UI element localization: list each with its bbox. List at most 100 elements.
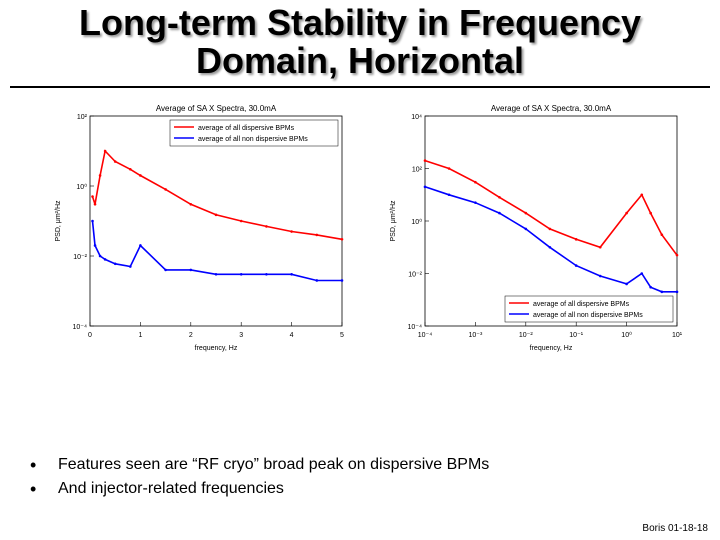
data-point bbox=[660, 233, 664, 237]
y-tick-label: 10² bbox=[77, 114, 88, 121]
bullet-dot: • bbox=[30, 455, 37, 475]
data-point bbox=[675, 290, 679, 294]
data-point bbox=[315, 279, 319, 282]
bullet-text: Features seen are “RF cryo” broad peak o… bbox=[58, 456, 490, 473]
bullet-list: • Features seen are “RF cryo” broad peak… bbox=[30, 453, 489, 501]
chart-title: Average of SA X Spectra, 30.0mA bbox=[156, 104, 277, 113]
x-tick-label: 10⁻³ bbox=[468, 332, 482, 339]
data-point bbox=[98, 254, 102, 258]
data-point bbox=[474, 180, 477, 184]
x-tick-label: 10¹ bbox=[672, 332, 683, 339]
y-axis-label: PSD, μm²/Hz bbox=[390, 200, 397, 241]
data-point bbox=[239, 273, 243, 276]
y-tick-label: 10⁻⁴ bbox=[408, 324, 423, 331]
data-point bbox=[524, 211, 528, 215]
data-point bbox=[447, 193, 451, 197]
footer-credit: Boris 01-18-18 bbox=[642, 523, 708, 534]
plot-frame bbox=[424, 115, 678, 327]
x-tick-label: 10⁻² bbox=[519, 332, 533, 339]
data-point bbox=[164, 268, 167, 272]
data-point bbox=[189, 203, 193, 206]
bullet-item: • Features seen are “RF cryo” broad peak… bbox=[30, 453, 489, 477]
slide-title: Long-term Stability in Frequency Domain,… bbox=[0, 4, 720, 80]
data-point bbox=[265, 225, 268, 228]
data-point bbox=[214, 273, 218, 276]
x-tick-label: 10⁻¹ bbox=[569, 332, 583, 339]
data-point bbox=[598, 245, 602, 249]
chart-linear-frequency: Average of SA X Spectra, 30.0mA 0 1 2 3 4 5 10⁻… bbox=[55, 104, 344, 352]
data-point bbox=[93, 203, 97, 206]
data-point bbox=[113, 160, 117, 163]
x-tick-label: 10⁻⁴ bbox=[418, 332, 433, 339]
data-point bbox=[164, 188, 167, 191]
data-point bbox=[524, 227, 528, 231]
data-point bbox=[290, 273, 293, 276]
data-point bbox=[423, 159, 427, 162]
x-tick-label: 0 bbox=[88, 332, 92, 339]
data-point bbox=[113, 262, 117, 266]
data-point bbox=[214, 213, 218, 217]
legend-label: average of all non dispersive BPMs bbox=[533, 312, 643, 319]
title-divider bbox=[10, 86, 710, 88]
legend-box bbox=[169, 119, 339, 147]
data-point bbox=[139, 174, 142, 177]
data-point bbox=[574, 238, 578, 241]
y-axis-label: PSD, μm²/Hz bbox=[55, 200, 62, 241]
legend-label: average of all dispersive BPMs bbox=[198, 125, 295, 132]
bullet-dot: • bbox=[30, 479, 37, 499]
legend-label: average of all non dispersive BPMs bbox=[198, 136, 308, 143]
chart-title: Average of SA X Spectra, 30.0mA bbox=[491, 104, 612, 113]
data-point bbox=[103, 258, 107, 261]
data-point bbox=[91, 219, 94, 223]
data-point bbox=[139, 244, 142, 247]
data-point bbox=[93, 244, 97, 247]
title-line-2: Domain, Horizontal bbox=[195, 40, 524, 81]
x-axis-label: frequency, Hz bbox=[195, 345, 238, 352]
data-point bbox=[548, 227, 552, 231]
data-point bbox=[129, 265, 132, 268]
data-point bbox=[239, 219, 243, 223]
data-point bbox=[498, 195, 501, 199]
y-tick-label: 10⁻² bbox=[408, 272, 422, 279]
data-point bbox=[91, 195, 94, 198]
data-point bbox=[598, 274, 602, 278]
chart-log-frequency: Average of SA X Spectra, 30.0mA 10⁻⁴ 10⁻³ 1… bbox=[390, 104, 683, 352]
data-point bbox=[675, 253, 679, 257]
x-tick-label: 10⁰ bbox=[621, 331, 632, 339]
data-point bbox=[98, 174, 102, 177]
y-tick-label: 10⁻⁴ bbox=[73, 324, 88, 331]
data-point bbox=[625, 211, 628, 215]
data-point bbox=[498, 211, 501, 215]
data-point bbox=[189, 268, 193, 272]
data-point bbox=[660, 290, 664, 294]
data-point bbox=[649, 211, 652, 215]
y-tick-label: 10⁰ bbox=[411, 218, 422, 226]
x-tick-label: 4 bbox=[290, 332, 294, 339]
data-point bbox=[625, 282, 628, 286]
bullet-text: And injector-related frequencies bbox=[58, 480, 284, 497]
data-point bbox=[265, 273, 268, 276]
data-point bbox=[103, 149, 107, 153]
data-point bbox=[640, 272, 644, 275]
data-point bbox=[340, 279, 344, 282]
data-point bbox=[474, 201, 477, 204]
data-point bbox=[447, 167, 451, 170]
data-point bbox=[423, 185, 427, 189]
data-point bbox=[129, 168, 132, 171]
data-point bbox=[574, 264, 578, 267]
bullet-item: • And injector-related frequencies bbox=[30, 477, 489, 501]
x-tick-label: 1 bbox=[138, 332, 142, 339]
data-point bbox=[315, 233, 319, 237]
x-tick-label: 5 bbox=[340, 332, 344, 339]
data-point bbox=[290, 230, 293, 233]
y-tick-label: 10² bbox=[412, 167, 423, 174]
title-line-1: Long-term Stability in Frequency bbox=[78, 2, 642, 43]
legend-box bbox=[504, 295, 674, 323]
legend-label: average of all dispersive BPMs bbox=[533, 301, 630, 308]
data-point bbox=[340, 238, 344, 241]
x-axis-label: frequency, Hz bbox=[530, 345, 573, 352]
x-tick-label: 2 bbox=[189, 332, 193, 339]
y-tick-label: 10⁰ bbox=[76, 183, 87, 191]
data-point bbox=[548, 245, 552, 249]
y-tick-label: 10⁻² bbox=[73, 254, 87, 261]
